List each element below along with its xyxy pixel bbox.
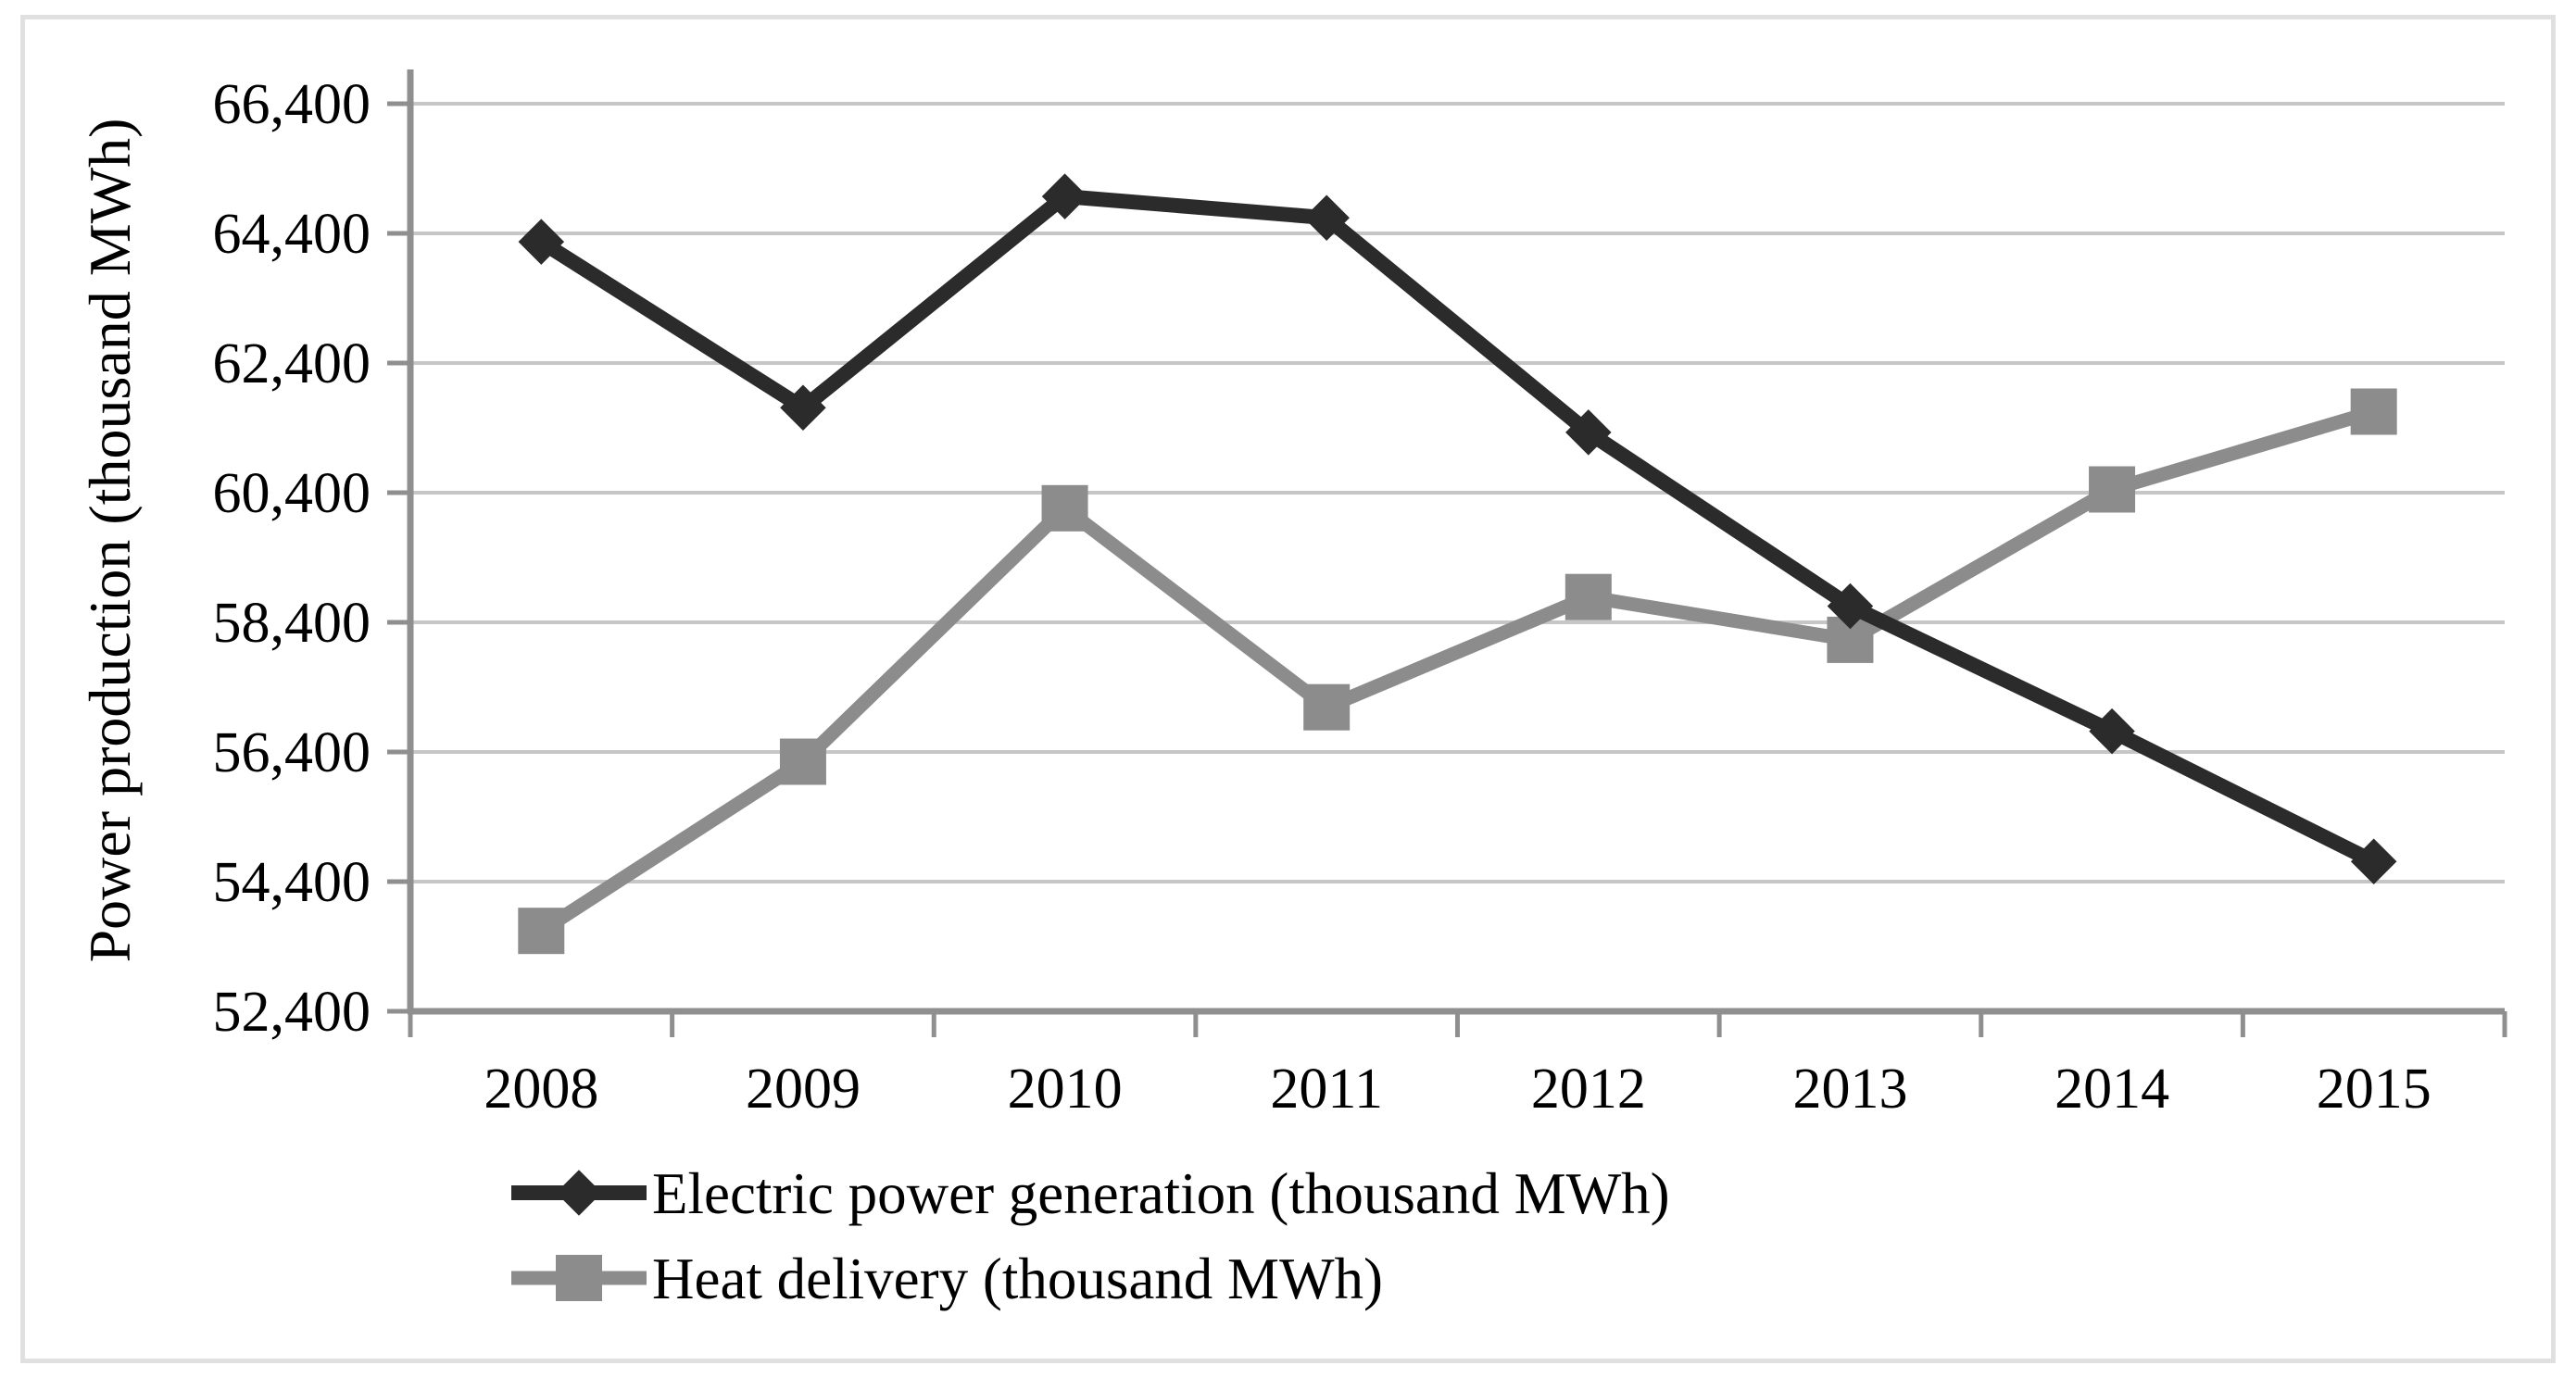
y-tick-label: 62,400: [213, 332, 371, 395]
marker-square: [2350, 388, 2397, 435]
x-category-label: 2011: [1270, 1058, 1383, 1121]
marker-square: [2089, 466, 2136, 513]
series-line: [537, 405, 2376, 937]
figure-border: [20, 15, 2556, 1363]
legend-swatch-marker: [556, 1170, 602, 1216]
legend: Electric power generation (thousand MWh)…: [511, 1161, 1670, 1311]
y-tick-label: 58,400: [213, 592, 371, 655]
marker-square: [1303, 683, 1351, 731]
x-category-label: 2009: [746, 1058, 861, 1121]
y-tick-label: 56,400: [213, 721, 371, 784]
axes: [407, 69, 2505, 1015]
x-category-label: 2014: [2055, 1058, 2169, 1121]
legend-item: Electric power generation (thousand MWh): [511, 1161, 1670, 1226]
marker-diamond: [780, 384, 826, 432]
marker-square: [1041, 484, 1088, 532]
x-category-label: 2010: [1008, 1058, 1123, 1121]
x-category-label: 2013: [1792, 1058, 1907, 1121]
y-tick-label: 54,400: [213, 851, 371, 914]
x-category-label: 2008: [484, 1058, 598, 1121]
x-category-label: 2015: [2317, 1058, 2431, 1121]
x-ticks: 2008 2009 2010 2011 2012 2013 2014 2015: [408, 1011, 2507, 1121]
series-heat: [518, 388, 2397, 955]
y-tick-label: 60,400: [213, 462, 371, 525]
x-category-label: 2012: [1531, 1058, 1646, 1121]
marker-diamond: [2350, 838, 2397, 885]
marker-square: [779, 738, 826, 785]
marker-diamond: [1827, 583, 1874, 630]
y-tick-label: 64,400: [213, 203, 371, 266]
marker-diamond: [2089, 708, 2135, 755]
legend-label: Electric power generation (thousand MWh): [652, 1161, 1670, 1226]
y-tick-label: 66,400: [213, 73, 371, 136]
legend-item: Heat delivery (thousand MWh): [511, 1246, 1383, 1311]
legend-label: Heat delivery (thousand MWh): [652, 1246, 1383, 1311]
series-electric: [518, 173, 2397, 885]
marker-square: [1564, 573, 1612, 620]
legend-swatch-marker: [556, 1255, 602, 1301]
marker-square: [518, 908, 565, 955]
y-axis-title: Power production (thousand MWh): [77, 119, 143, 963]
y-tick-label: 52,400: [213, 981, 371, 1044]
series-line: [537, 189, 2378, 869]
marker-diamond: [1565, 409, 1612, 456]
y-ticks: 52,400 54,400 56,400 58,400 60,400 62,400 64,4…: [213, 73, 410, 1044]
